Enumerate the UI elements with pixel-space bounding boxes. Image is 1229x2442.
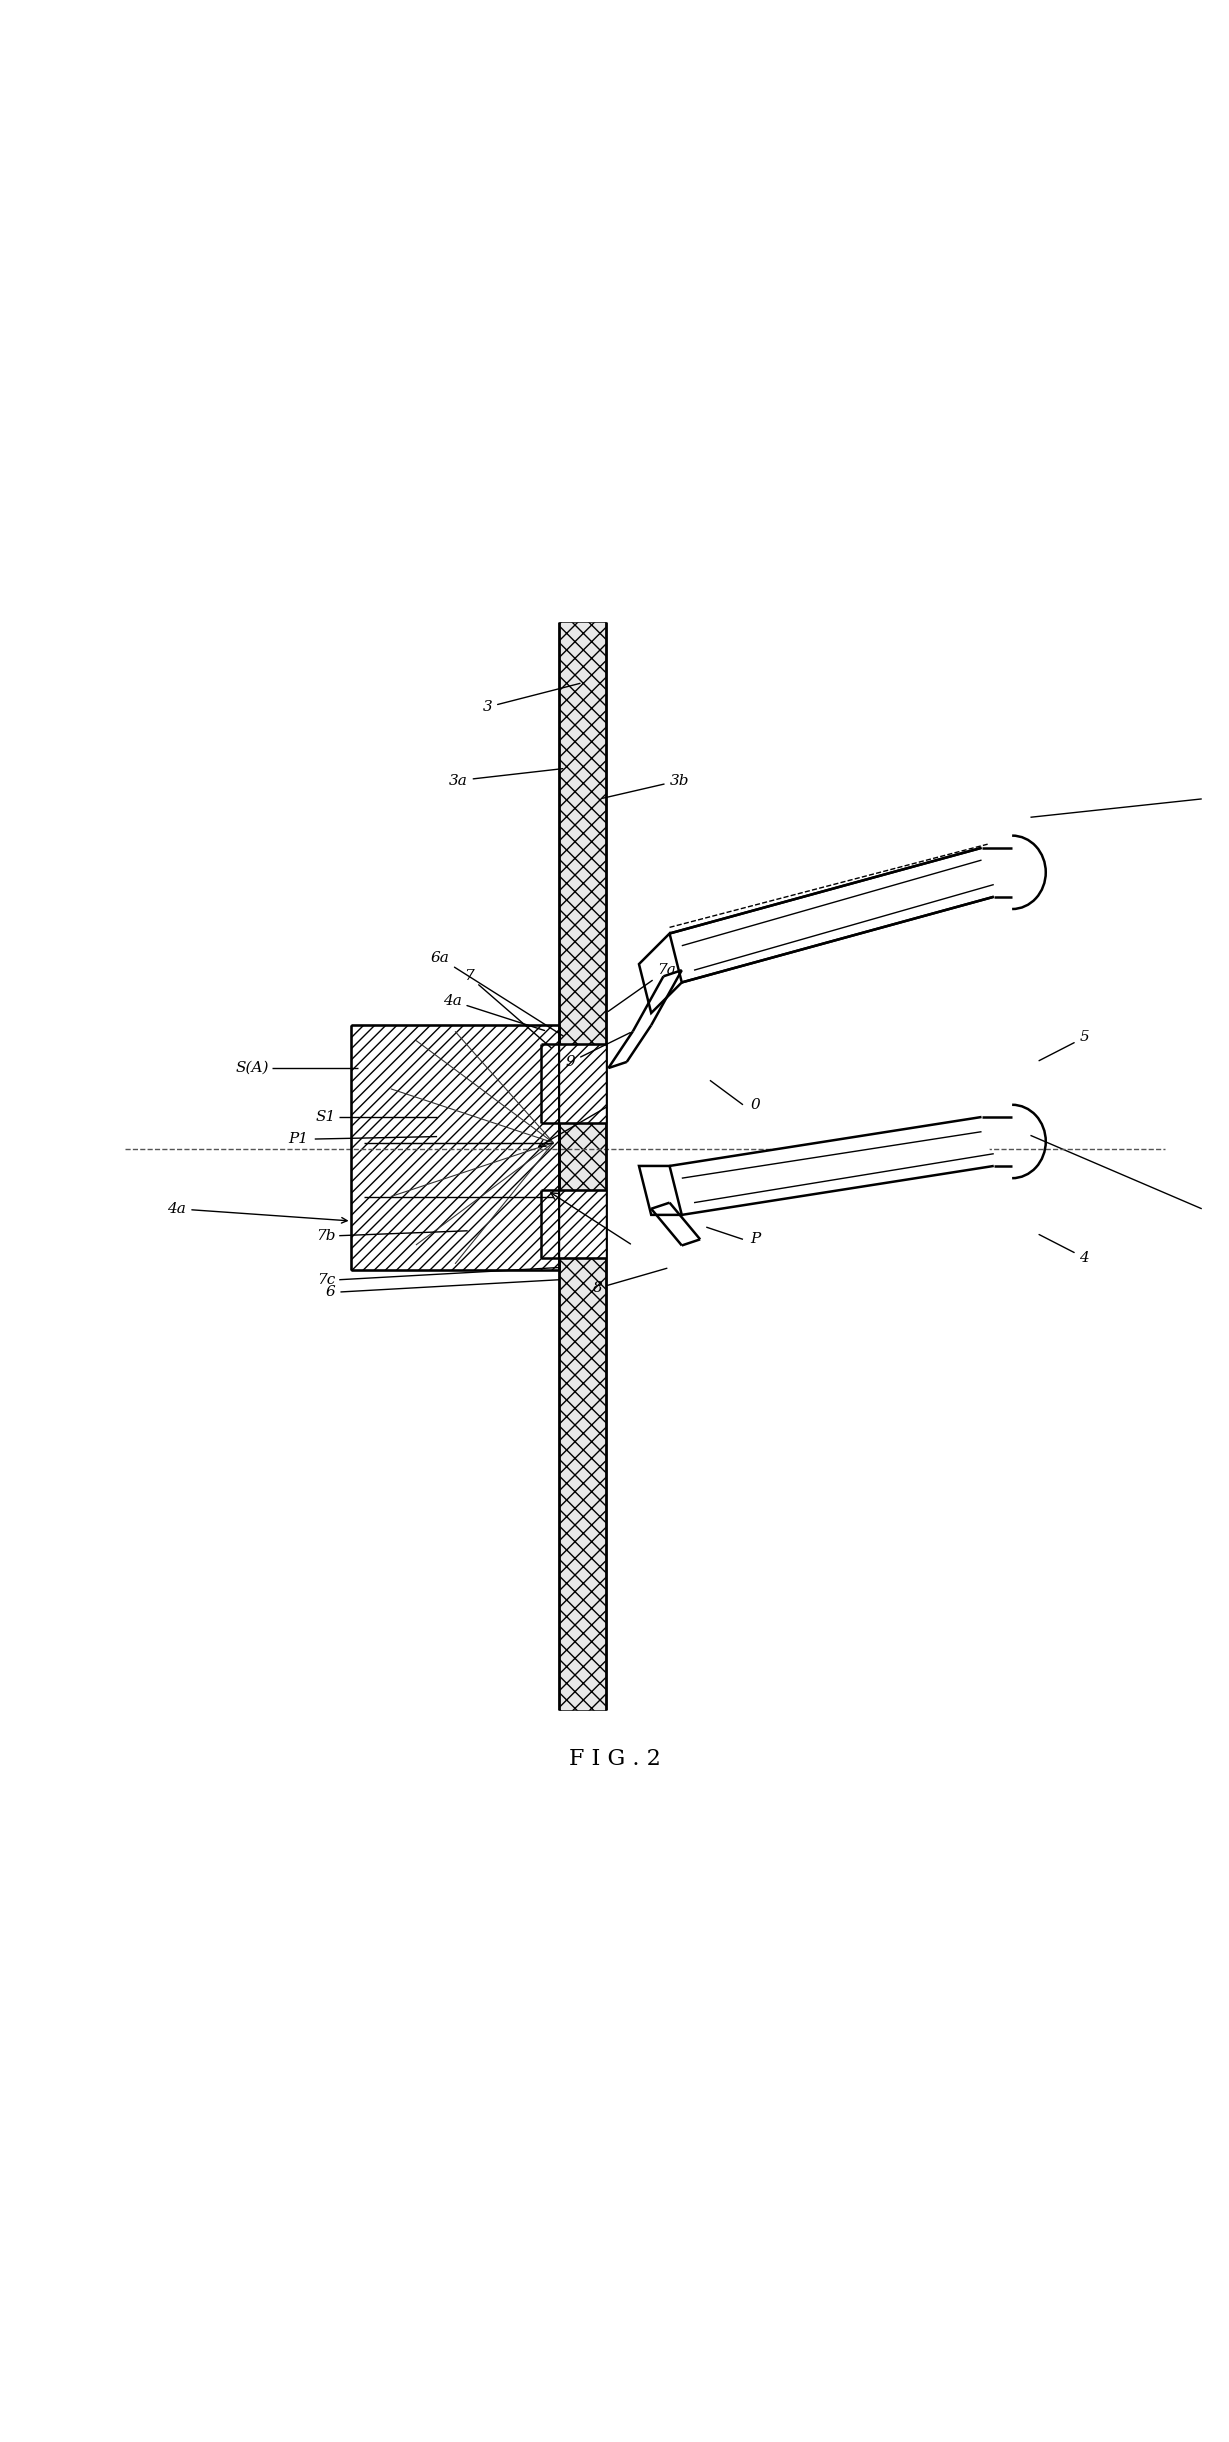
Text: 4a: 4a xyxy=(442,994,544,1031)
Polygon shape xyxy=(670,847,994,982)
Text: S(A): S(A) xyxy=(236,1062,269,1074)
Text: 5: 5 xyxy=(1039,1031,1089,1060)
Text: 0: 0 xyxy=(751,1099,760,1111)
Polygon shape xyxy=(639,933,682,1013)
Text: 7b: 7b xyxy=(316,1228,336,1243)
Text: 4a: 4a xyxy=(167,1201,347,1223)
Text: 3a: 3a xyxy=(449,769,563,789)
Text: P1: P1 xyxy=(289,1133,308,1145)
Polygon shape xyxy=(639,1165,682,1214)
Text: P: P xyxy=(750,1233,761,1245)
Bar xyxy=(559,623,606,1709)
Text: F I G . 2: F I G . 2 xyxy=(569,1748,660,1770)
Bar xyxy=(559,1043,606,1123)
Text: 7a: 7a xyxy=(608,962,676,1011)
Text: 6: 6 xyxy=(326,1284,336,1299)
Bar xyxy=(351,1026,559,1270)
Bar xyxy=(559,1189,606,1258)
Text: 8: 8 xyxy=(592,1267,667,1294)
Polygon shape xyxy=(670,1116,994,1214)
Text: 3: 3 xyxy=(483,684,580,713)
Text: 6a: 6a xyxy=(430,950,563,1035)
Text: 3b: 3b xyxy=(602,774,689,799)
Text: 4: 4 xyxy=(1039,1236,1089,1265)
Text: 7: 7 xyxy=(465,969,552,1048)
Text: 7c: 7c xyxy=(317,1272,336,1287)
Text: S1: S1 xyxy=(316,1111,336,1123)
Text: 9: 9 xyxy=(565,1033,630,1070)
